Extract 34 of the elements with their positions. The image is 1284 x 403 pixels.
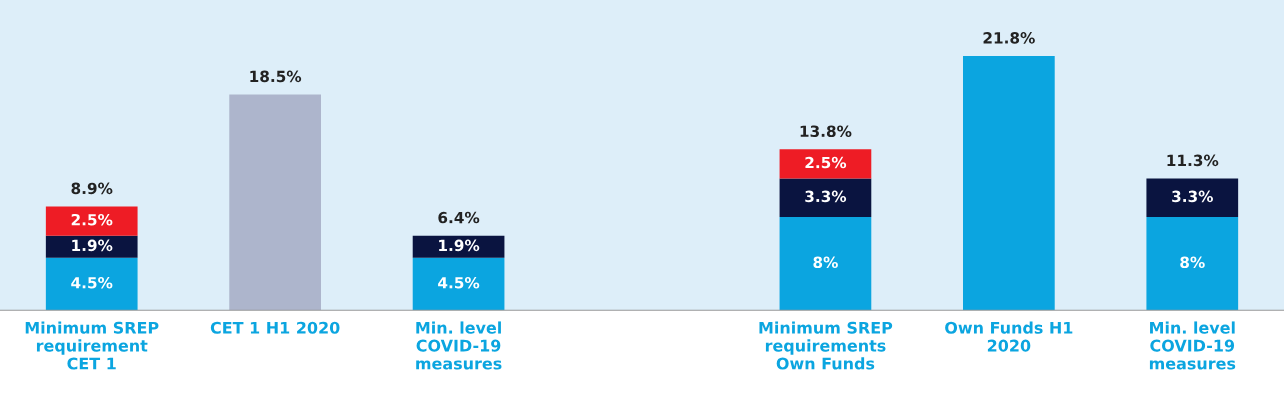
x-tick-label: Min. level COVID-19 measures — [416, 321, 502, 370]
x-tick-label: Own Funds H1 2020 — [945, 321, 1073, 352]
bar — [1146, 216, 1239, 311]
total-label: 8.9% — [71, 182, 113, 195]
data-label: 4.5% — [71, 276, 113, 289]
data-label: 2.5% — [805, 156, 847, 169]
bar — [779, 216, 872, 311]
data-label: 1.9% — [72, 239, 113, 252]
x-tick-label: Minimum SREP requirements Own Funds — [759, 321, 893, 370]
total-label: 21.8% — [983, 32, 1035, 44]
total-label: 11.3% — [1167, 154, 1219, 167]
bar — [45, 257, 138, 311]
x-tick-label: Minimum SREP requirement CET 1 — [25, 321, 159, 370]
x-tick-label: CET 1 H1 2020 — [210, 321, 340, 334]
bar — [779, 178, 872, 217]
bar — [412, 257, 505, 311]
bar — [229, 94, 321, 311]
bar — [779, 149, 872, 179]
data-label: 3.3% — [805, 190, 847, 203]
total-label: 13.8% — [800, 125, 852, 137]
data-label: 2.5% — [71, 213, 113, 226]
x-tick-label: Min. level COVID-19 measures — [1149, 321, 1236, 370]
bar — [412, 235, 505, 258]
total-label: 18.5% — [250, 70, 302, 83]
data-label: 8% — [813, 256, 838, 269]
bar — [45, 235, 138, 258]
data-label: 3.3% — [1172, 190, 1213, 203]
bar — [45, 206, 138, 236]
total-label: 6.4% — [438, 211, 480, 224]
data-label: 4.5% — [438, 276, 480, 289]
data-label: 8% — [1180, 256, 1205, 269]
bar — [963, 55, 1055, 311]
bar — [1146, 178, 1239, 217]
data-label: 1.9% — [439, 239, 480, 252]
